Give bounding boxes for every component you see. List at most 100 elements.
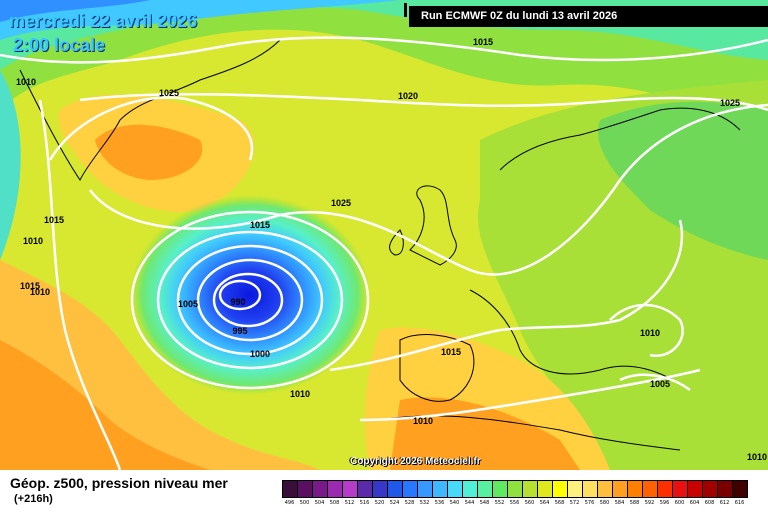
color-swatch <box>718 481 733 497</box>
color-tick-label: 516 <box>359 500 370 506</box>
legend-title: Géop. z500, pression niveau mer <box>10 475 228 491</box>
color-swatch <box>703 481 718 497</box>
color-tick-label: 616 <box>734 500 745 506</box>
isobar-label: 1015 <box>472 37 494 47</box>
legend-footer: Géop. z500, pression niveau mer (+216h) … <box>0 470 768 512</box>
field-darkorange-greenland <box>95 124 203 180</box>
coast-britain <box>409 185 457 266</box>
color-swatch <box>628 481 643 497</box>
isobar-1015-ring <box>130 210 370 390</box>
color-swatch <box>643 481 658 497</box>
color-tick-label: 572 <box>569 500 580 506</box>
color-swatch <box>358 481 373 497</box>
isobar-label: 1010 <box>22 236 44 246</box>
coast-greenland <box>19 39 281 181</box>
field-darkorange-sw <box>0 340 210 470</box>
forecast-date: mercredi 22 avril 2026 <box>9 11 198 31</box>
color-swatch <box>433 481 448 497</box>
isobar-label: 1010 <box>15 77 37 87</box>
color-swatch <box>343 481 358 497</box>
color-swatch <box>463 481 478 497</box>
isobars <box>0 36 768 471</box>
isobar-label: 1025 <box>158 88 180 98</box>
field-cyan-west <box>0 70 21 260</box>
field-blue-north <box>0 0 400 40</box>
color-swatch <box>538 481 553 497</box>
color-swatch <box>298 481 313 497</box>
color-tick-label: 568 <box>554 500 565 506</box>
color-swatch <box>523 481 538 497</box>
field-deepblue-north <box>0 0 150 22</box>
color-scale-ticks: 496 500 504 508 512 516 520 524 528 532 536 540 544 5… <box>282 500 747 506</box>
color-tick-label: 528 <box>404 500 415 506</box>
color-swatch <box>493 481 508 497</box>
isobar-label: 1010 <box>412 416 434 426</box>
isobar-label: 1010 <box>29 287 51 297</box>
isobar-label: 1015 <box>440 347 462 357</box>
color-tick-label: 532 <box>419 500 430 506</box>
forecast-time: 2:00 locale <box>13 35 106 55</box>
color-tick-label: 544 <box>464 500 475 506</box>
color-swatch <box>598 481 613 497</box>
color-tick-label: 536 <box>434 500 445 506</box>
color-swatch <box>688 481 703 497</box>
isobar-label: 990 <box>230 297 246 307</box>
color-tick-label: 504 <box>314 500 325 506</box>
isobar-label: 1000 <box>249 349 271 359</box>
isobar-label: 1005 <box>649 379 671 389</box>
color-tick-label: 540 <box>449 500 460 506</box>
isobar-1025 <box>89 103 768 276</box>
color-tick-label: 496 <box>284 500 295 506</box>
isobar-label: 1005 <box>177 299 199 309</box>
color-scale-bar <box>282 480 748 498</box>
isobar-1015-south <box>329 219 684 372</box>
color-tick-label: 560 <box>524 500 535 506</box>
isobar-label: 1010 <box>289 389 311 399</box>
map-canvas <box>0 0 768 471</box>
color-swatch <box>418 481 433 497</box>
low-pressure-field <box>130 195 370 395</box>
coast-ireland <box>389 229 404 256</box>
isobar-1015-north <box>0 36 768 64</box>
legend-subtitle: (+216h) <box>14 493 53 505</box>
isobar-1010-south <box>359 368 701 422</box>
coast-europe-south <box>469 289 691 391</box>
color-swatch <box>613 481 628 497</box>
color-swatch <box>583 481 598 497</box>
color-tick-label: 600 <box>674 500 685 506</box>
color-tick-label: 604 <box>689 500 700 506</box>
color-tick-label: 608 <box>704 500 715 506</box>
color-swatch <box>313 481 328 497</box>
color-tick-label: 520 <box>374 500 385 506</box>
color-tick-label: 512 <box>344 500 355 506</box>
color-tick-label: 524 <box>389 500 400 506</box>
color-tick-label: 556 <box>509 500 520 506</box>
color-tick-label: 592 <box>644 500 655 506</box>
run-box-marker <box>404 3 407 17</box>
color-swatch <box>568 481 583 497</box>
isobar-1025-greenland <box>48 96 254 161</box>
color-swatch <box>328 481 343 497</box>
color-tick-label: 576 <box>584 500 595 506</box>
coast-scandinavia <box>499 107 741 171</box>
color-swatch <box>403 481 418 497</box>
color-tick-label: 612 <box>719 500 730 506</box>
color-swatch <box>553 481 568 497</box>
field-darkgreen-scandi <box>598 101 768 260</box>
color-tick-label: 584 <box>614 500 625 506</box>
isobar-label: 1010 <box>746 452 768 462</box>
isobar-990-ring <box>218 279 262 311</box>
color-swatch <box>373 481 388 497</box>
isobar-1010-ring <box>156 230 344 370</box>
color-swatch <box>673 481 688 497</box>
isobar-1020 <box>79 92 768 112</box>
color-tick-label: 564 <box>539 500 550 506</box>
color-tick-label: 588 <box>629 500 640 506</box>
color-swatch <box>448 481 463 497</box>
copyright: Copyright 2026 Meteociel.fr <box>350 456 481 467</box>
color-tick-label: 580 <box>599 500 610 506</box>
color-tick-label: 500 <box>299 500 310 506</box>
isobar-label: 1015 <box>19 281 41 291</box>
isobar-1000-ring <box>196 258 304 342</box>
color-tick-label: 552 <box>494 500 505 506</box>
